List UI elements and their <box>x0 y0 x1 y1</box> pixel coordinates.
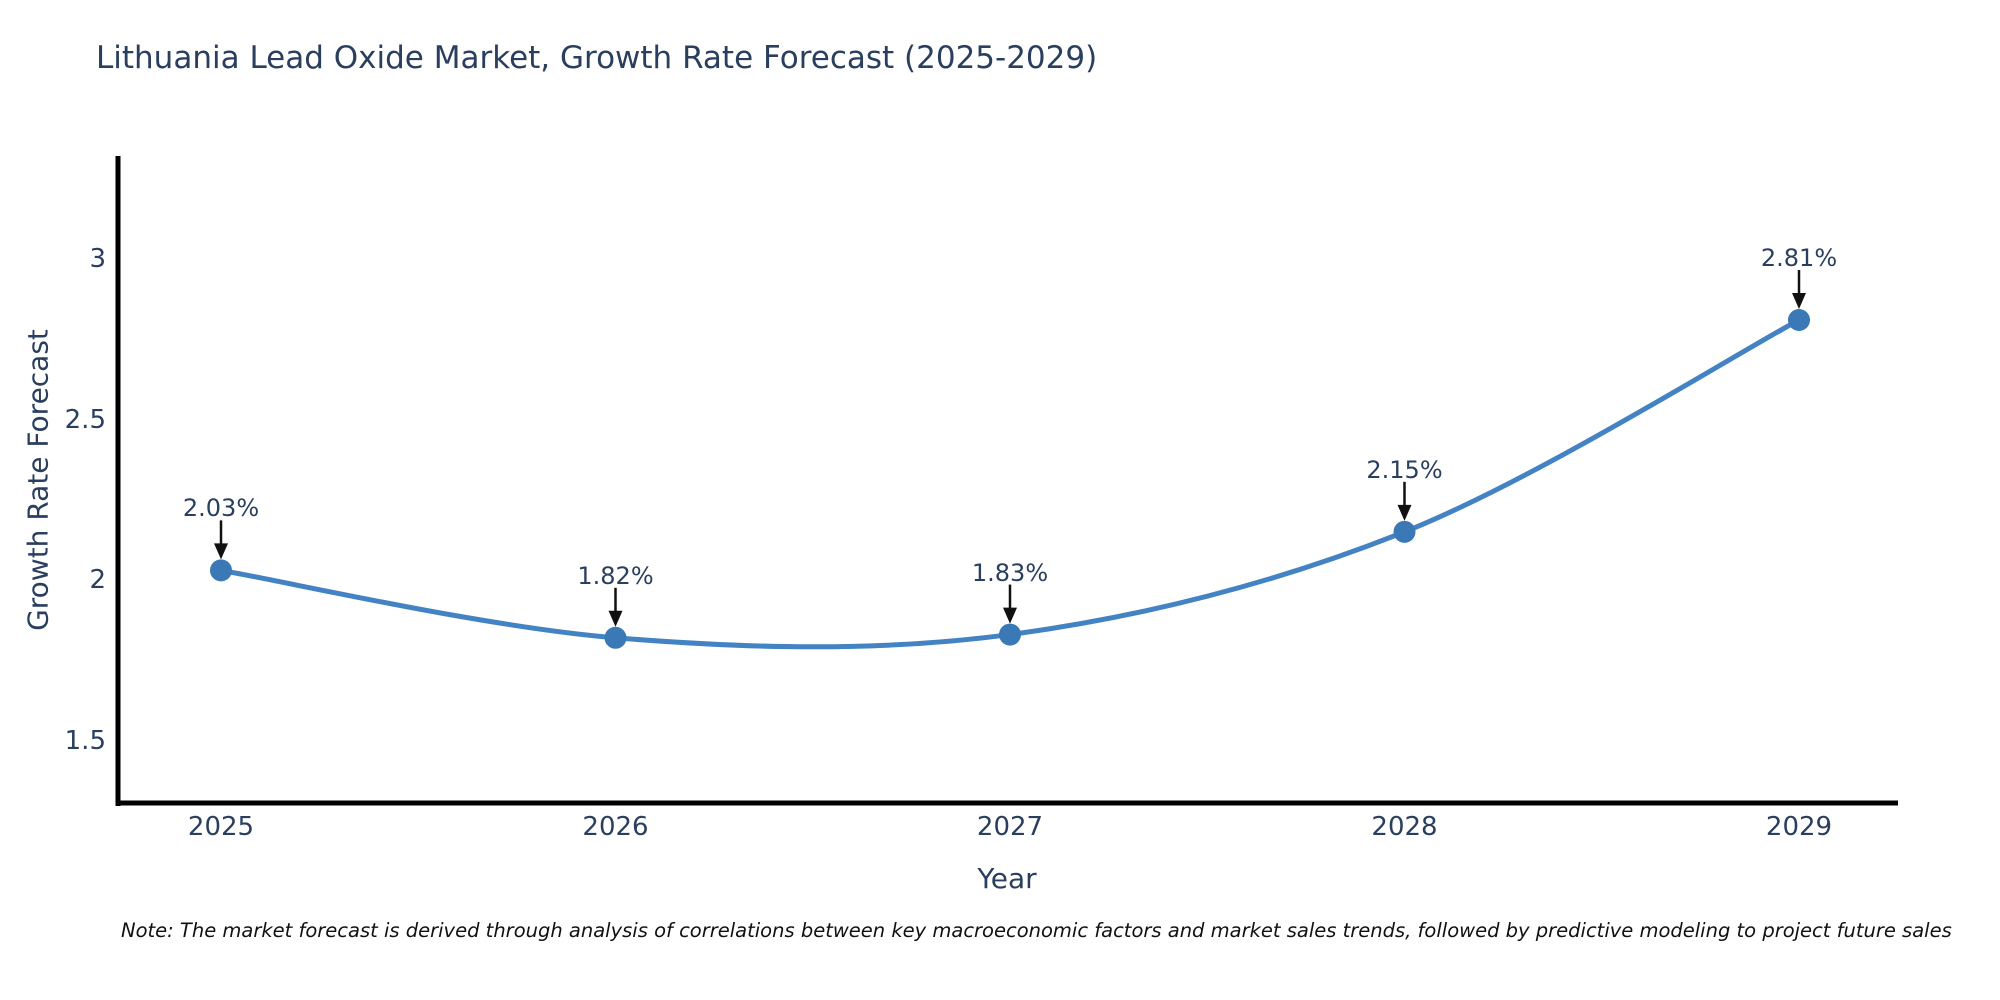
y-tick-label: 3 <box>89 244 106 274</box>
annotation-arrowhead-icon <box>1003 607 1017 624</box>
annotation-label: 2.81% <box>1760 243 1838 272</box>
annotation-arrowhead-icon <box>608 610 623 627</box>
data-point[interactable] <box>604 626 627 649</box>
annotation-arrowhead-icon <box>214 543 228 560</box>
y-tick-label: 2 <box>89 565 106 595</box>
y-tick-label: 2.5 <box>64 404 106 435</box>
x-tick-label: 2027 <box>976 812 1044 842</box>
x-tick-label: 2025 <box>187 812 255 842</box>
annotation-label: 1.83% <box>971 558 1049 587</box>
footnote: Note: The market forecast is derived thr… <box>121 919 1952 942</box>
data-point[interactable] <box>1393 520 1416 543</box>
annotation-label: 1.82% <box>577 561 654 590</box>
y-tick-label: 1.5 <box>64 725 106 756</box>
annotation-arrowhead-icon <box>1792 292 1806 309</box>
annotation-arrowhead-icon <box>1397 504 1412 521</box>
data-point[interactable] <box>999 623 1021 646</box>
chart-title: Lithuania Lead Oxide Market, Growth Rate… <box>96 40 1098 76</box>
annotation-label: 2.03% <box>182 494 260 523</box>
x-tick-label: 2028 <box>1371 812 1438 842</box>
x-tick-label: 2026 <box>582 812 649 842</box>
data-point[interactable] <box>210 559 232 582</box>
data-point[interactable] <box>1788 308 1810 331</box>
annotation-label: 2.15% <box>1366 455 1443 484</box>
x-tick-label: 2029 <box>1765 812 1833 842</box>
x-axis-title: Year <box>977 862 1037 895</box>
